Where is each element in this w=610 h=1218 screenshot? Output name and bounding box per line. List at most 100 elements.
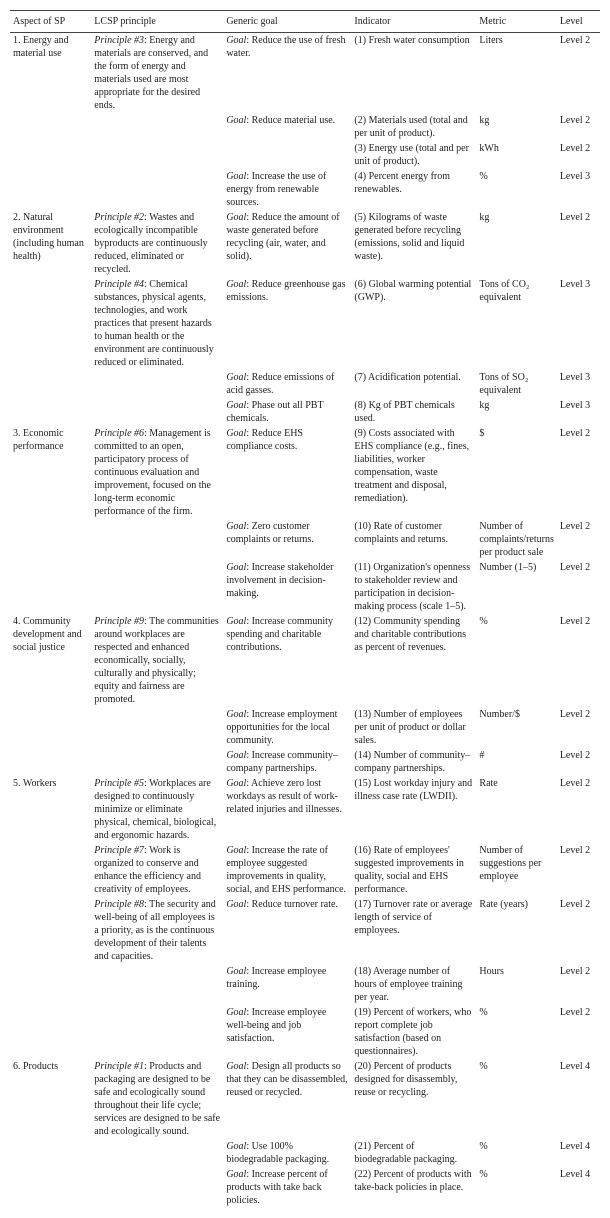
cell-level: Level 2 [557,964,600,1005]
cell-goal: Goal: Zero customer complaints or return… [223,519,351,560]
cell-principle: Principle #7: Work is organized to conse… [91,843,223,897]
goal-lead: Goal [226,1007,246,1018]
cell-level: Level 3 [557,370,600,398]
goal-lead: Goal [226,115,246,126]
table-row: Goal: Increase community–company partner… [10,748,600,776]
cell-metric: Number of suggestions per employee [476,843,556,897]
cell-principle [91,141,223,169]
cell-indicator: (8) Kg of PBT chemicals used. [351,398,476,426]
cell-metric: kg [476,210,556,277]
col-principle: LCSP principle [91,11,223,33]
cell-indicator: (4) Percent energy from renewables. [351,169,476,210]
cell-aspect [10,398,91,426]
cell-aspect [10,748,91,776]
cell-indicator: (11) Organization's openness to stakehol… [351,560,476,614]
cell-goal: Goal: Reduce greenhouse gas emissions. [223,277,351,370]
cell-indicator: (2) Materials used (total and per unit o… [351,113,476,141]
cell-aspect [10,1005,91,1059]
cell-principle: Principle #2: Wastes and ecologically in… [91,210,223,277]
goal-lead: Goal [226,212,246,223]
cell-goal: Goal: Increase employee training. [223,964,351,1005]
cell-goal: Goal: Phase out all PBT chemicals. [223,398,351,426]
cell-goal: Goal: Use 100% biodegradable packaging. [223,1139,351,1167]
cell-metric: # [476,748,556,776]
goal-lead: Goal [226,171,246,182]
goal-lead: Goal [226,845,246,856]
principle-lead: Principle #2 [94,212,144,223]
cell-goal: Goal: Reduce material use. [223,113,351,141]
table-row: Goal: Reduce emissions of acid gasses.(7… [10,370,600,398]
table-header-row: Aspect of SP LCSP principle Generic goal… [10,11,600,33]
cell-goal: Goal: Reduce turnover rate. [223,897,351,964]
cell-indicator: (14) Number of community–company partner… [351,748,476,776]
cell-metric: Number (1–5) [476,560,556,614]
cell-aspect [10,843,91,897]
col-indicator: Indicator [351,11,476,33]
cell-level: Level 4 [557,1139,600,1167]
cell-level: Level 2 [557,748,600,776]
cell-metric: % [476,1167,556,1208]
cell-principle: Principle #1: Products and packaging are… [91,1059,223,1139]
cell-level: Level 2 [557,141,600,169]
cell-principle: Principle #8: The security and well-bein… [91,897,223,964]
cell-level: Level 2 [557,210,600,277]
cell-goal: Goal: Reduce the use of fresh water. [223,33,351,114]
table-row: Goal: Phase out all PBT chemicals.(8) Kg… [10,398,600,426]
table-row: Goal: Zero customer complaints or return… [10,519,600,560]
goal-lead: Goal [226,400,246,411]
cell-aspect [10,897,91,964]
cell-level: Level 2 [557,776,600,843]
cell-indicator: (20) Percent of products designed for di… [351,1059,476,1139]
goal-lead: Goal [226,279,246,290]
cell-metric: Rate [476,776,556,843]
cell-metric: $ [476,426,556,519]
cell-level: Level 2 [557,426,600,519]
cell-aspect [10,519,91,560]
goal-lead: Goal [226,778,246,789]
cell-aspect [10,560,91,614]
cell-indicator: (15) Lost workday injury and illness cas… [351,776,476,843]
cell-level: Level 2 [557,843,600,897]
cell-principle [91,370,223,398]
cell-goal: Goal: Increase community spending and ch… [223,614,351,707]
cell-aspect [10,964,91,1005]
goal-lead: Goal [226,1061,246,1072]
goal-lead: Goal [226,372,246,383]
cell-aspect: 5. Workers [10,776,91,843]
table-row: 1. Energy and material usePrinciple #3: … [10,33,600,114]
table-row: 5. WorkersPrinciple #5: Workplaces are d… [10,776,600,843]
cell-indicator: (16) Rate of employees' suggested improv… [351,843,476,897]
cell-goal: Goal: Reduce emissions of acid gasses. [223,370,351,398]
cell-indicator: (6) Global warming potential (GWP). [351,277,476,370]
cell-goal: Goal: Increase employee well-being and j… [223,1005,351,1059]
cell-principle: Principle #4: Chemical substances, physi… [91,277,223,370]
table-row: Principle #7: Work is organized to conse… [10,843,600,897]
table-row: Principle #4: Chemical substances, physi… [10,277,600,370]
cell-indicator: (18) Average number of hours of employee… [351,964,476,1005]
goal-lead: Goal [226,966,246,977]
goal-lead: Goal [226,1169,246,1180]
goal-lead: Goal [226,35,246,46]
cell-level: Level 2 [557,1005,600,1059]
cell-indicator: (12) Community spending and charitable c… [351,614,476,707]
cell-aspect [10,141,91,169]
cell-level: Level 2 [557,897,600,964]
goal-lead: Goal [226,521,246,532]
table-row: 4. Community development and social just… [10,614,600,707]
cell-level: Level 2 [557,519,600,560]
principle-lead: Principle #8 [94,899,144,910]
goal-lead: Goal [226,899,246,910]
cell-metric: Tons of SO₂ equivalent [476,370,556,398]
goal-lead: Goal [226,428,246,439]
table-row: 6. ProductsPrinciple #1: Products and pa… [10,1059,600,1139]
cell-level: Level 2 [557,707,600,748]
cell-indicator: (13) Number of employees per unit of pro… [351,707,476,748]
goal-lead: Goal [226,562,246,573]
cell-goal: Goal: Increase percent of products with … [223,1167,351,1208]
table-row: Goal: Increase employee training.(18) Av… [10,964,600,1005]
cell-aspect: 2. Natural environment (including human … [10,210,91,277]
cell-metric: Tons of CO₂ equivalent [476,277,556,370]
principle-lead: Principle #9 [94,616,144,627]
goal-lead: Goal [226,1141,246,1152]
cell-indicator: (17) Turnover rate or average length of … [351,897,476,964]
